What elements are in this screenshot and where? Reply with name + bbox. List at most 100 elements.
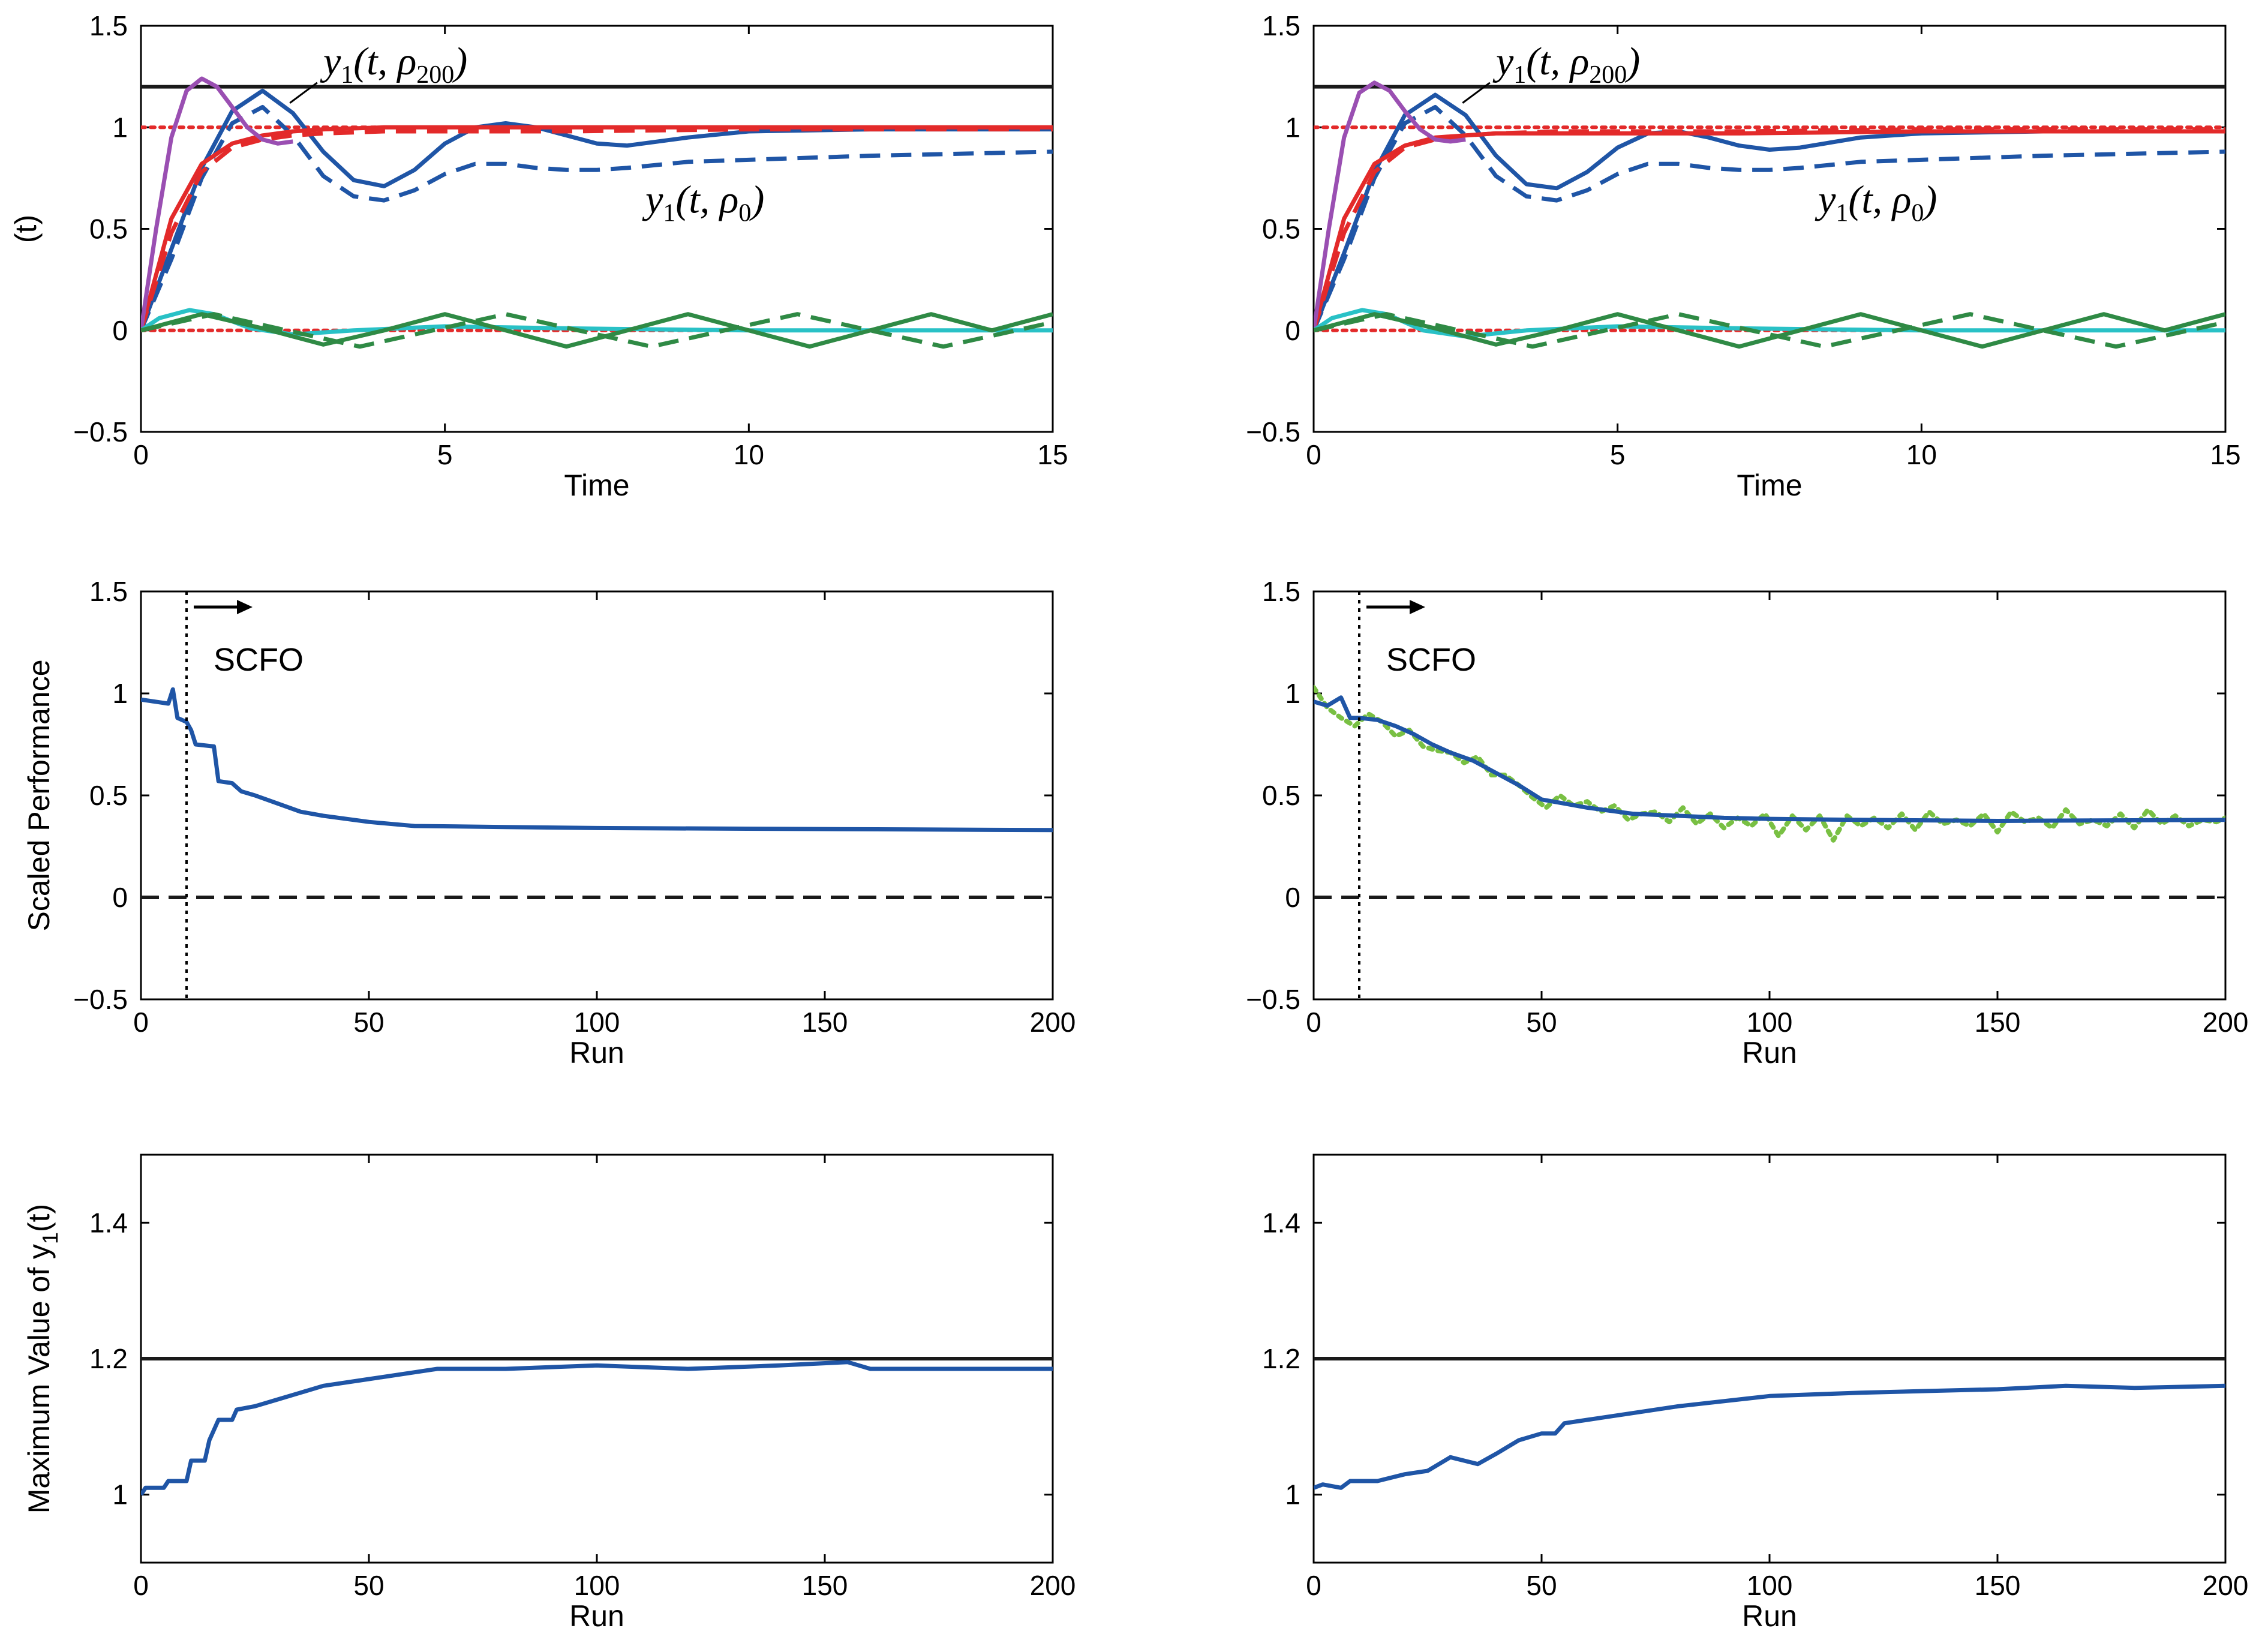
y-tick-label: 1.2 xyxy=(89,1343,128,1374)
x-tick-label: 150 xyxy=(1975,1570,2021,1601)
y-axis-label-sub: 1 xyxy=(38,1232,62,1244)
math-close: ) xyxy=(1624,40,1640,83)
math-symbol: y xyxy=(320,40,341,83)
x-tick-label: 50 xyxy=(353,1007,384,1038)
x-tick-label: 10 xyxy=(1906,439,1937,470)
scfo-arrow-head xyxy=(237,600,253,614)
y-tick-label: 0 xyxy=(1285,315,1300,346)
y-tick-label: 1.5 xyxy=(1262,10,1300,41)
chart-maximum-right: 0 50 100 150 200 1 1.2 1.4 Run xyxy=(1262,1154,2248,1633)
y-tick-label: 0.5 xyxy=(89,780,128,811)
scfo-arrow-head xyxy=(1410,600,1425,614)
series-line-scaled-performance xyxy=(1314,695,2225,823)
series-line-y1-t-rho0- xyxy=(1314,104,2225,332)
y-tick-label: −0.5 xyxy=(1246,416,1300,447)
x-tick-label: 200 xyxy=(1030,1570,1076,1601)
math-symbol: y xyxy=(1815,178,1836,221)
x-tick-label: 100 xyxy=(1747,1570,1793,1601)
y-tick-label: 1 xyxy=(112,112,128,143)
math-args: (t, ρ xyxy=(353,40,416,83)
series-group xyxy=(141,687,1053,899)
series-line-red-response-dashed xyxy=(1314,127,2225,331)
math-subscript: 1 xyxy=(663,199,675,227)
y-tick-label: 1.4 xyxy=(89,1207,128,1238)
series-line-scaled-performance xyxy=(141,687,1053,833)
y-tick-label: 0 xyxy=(1285,882,1300,913)
series-line-purple-response xyxy=(1314,80,1466,331)
y-tick-label: 0 xyxy=(112,882,128,913)
series-line-y1-t-rho200- xyxy=(1314,92,2225,332)
y-tick-label: 1.2 xyxy=(1262,1343,1300,1374)
series-line-purple-response xyxy=(141,76,293,331)
math-symbol: y xyxy=(1492,40,1514,83)
x-tick-label: 0 xyxy=(1306,1570,1321,1601)
y-tick-label: −0.5 xyxy=(1246,984,1300,1015)
annotation-leader-line xyxy=(1462,82,1491,104)
x-tick-label: 50 xyxy=(1526,1570,1557,1601)
x-tick-label: 100 xyxy=(1747,1007,1793,1038)
y-tick-label: 1.5 xyxy=(89,576,128,607)
math-args: (t, ρ xyxy=(675,178,738,221)
series-line-green-y2-solid xyxy=(141,312,1053,349)
x-tick-label: 0 xyxy=(1306,439,1321,470)
math-subscript: 200 xyxy=(416,61,454,89)
math-subscript: 0 xyxy=(738,199,751,227)
math-annotation-0: y1(t, ρ200) xyxy=(320,40,467,89)
series-line-maximum-y1 xyxy=(141,1360,1053,1496)
series-group xyxy=(1314,1357,2225,1490)
series-line-green-y2-dashed xyxy=(141,312,1053,349)
series-line-maximum-y1 xyxy=(1314,1383,2225,1490)
x-tick-label: 0 xyxy=(133,1570,149,1601)
math-symbol: y xyxy=(642,178,663,221)
y-tick-label: −0.5 xyxy=(73,416,128,447)
math-subscript: 0 xyxy=(1911,199,1924,227)
x-tick-label: 100 xyxy=(574,1570,620,1601)
math-args: (t, ρ xyxy=(1848,178,1911,221)
x-tick-label: 150 xyxy=(802,1007,848,1038)
x-tick-label: 200 xyxy=(1030,1007,1076,1038)
y-tick-label: 1 xyxy=(112,678,128,709)
scfo-label: SCFO xyxy=(214,642,304,678)
x-tick-label: 150 xyxy=(802,1570,848,1601)
annotation-leader-line xyxy=(289,82,318,104)
y-tick-label: −0.5 xyxy=(73,984,128,1015)
series-line-red-response xyxy=(1314,129,2225,331)
series-line-green-y2-solid xyxy=(1314,312,2225,349)
y-tick-label: 0.5 xyxy=(1262,780,1300,811)
x-axis-label: Time xyxy=(564,468,629,502)
math-annotation-1: y1(t, ρ0) xyxy=(1815,178,1937,227)
y-tick-label: 1.5 xyxy=(89,10,128,41)
x-tick-label: 200 xyxy=(2203,1007,2249,1038)
y-tick-label: 1 xyxy=(1285,678,1300,709)
y-axis-label: Maximum Value of y1(t) xyxy=(22,1204,62,1513)
math-subscript: 1 xyxy=(1836,199,1848,227)
y-tick-label: 1 xyxy=(112,1479,128,1510)
x-tick-label: 15 xyxy=(2210,439,2240,470)
x-tick-label: 150 xyxy=(1975,1007,2021,1038)
x-tick-label: 0 xyxy=(133,1007,149,1038)
y-tick-label: 0.5 xyxy=(89,214,128,245)
series-line-y1-t-rho0- xyxy=(141,104,1053,332)
y-tick-label: 1 xyxy=(1285,112,1300,143)
x-tick-label: 50 xyxy=(1526,1007,1557,1038)
x-tick-label: 5 xyxy=(437,439,453,470)
y-tick-label: 1.5 xyxy=(1262,576,1300,607)
y-tick-label: 0.5 xyxy=(1262,214,1300,245)
x-tick-label: 100 xyxy=(574,1007,620,1038)
x-tick-label: 10 xyxy=(734,439,764,470)
series-line-red-response xyxy=(141,125,1053,331)
series-group xyxy=(1314,80,2225,349)
series-group xyxy=(141,1357,1053,1496)
x-axis-label: Run xyxy=(569,1599,624,1633)
y-tick-label: 0 xyxy=(112,315,128,346)
scfo-label: SCFO xyxy=(1386,642,1476,678)
series-group xyxy=(1314,684,2225,899)
math-annotation-0: y1(t, ρ200) xyxy=(1492,40,1640,89)
series-line-green-y2-dashed xyxy=(1314,312,2225,349)
y-axis-label-main: Maximum Value of y xyxy=(22,1244,56,1513)
y-axis-label: Scaled Performance xyxy=(22,659,56,931)
